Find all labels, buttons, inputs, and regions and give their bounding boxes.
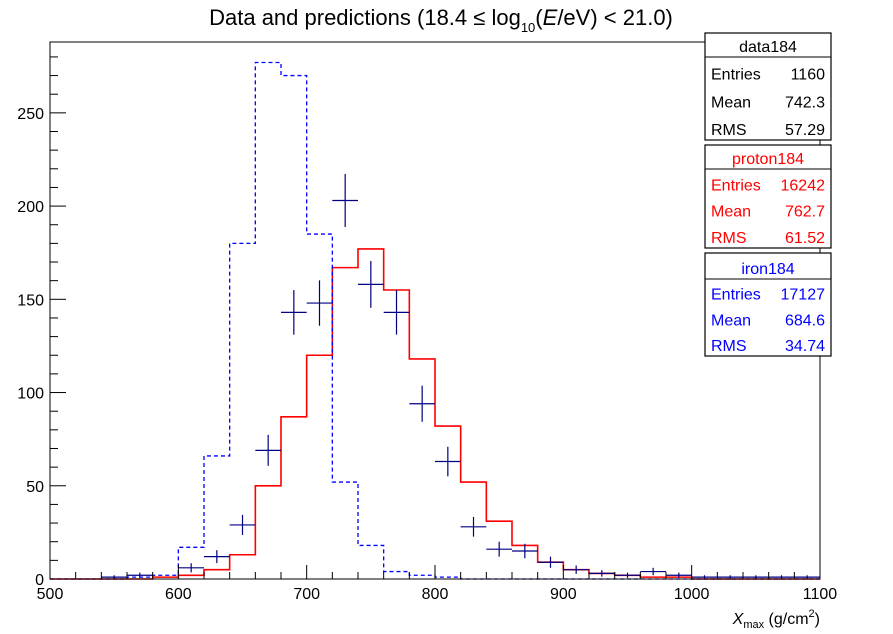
y-tick-label: 50 [26, 479, 44, 496]
data-point [255, 434, 281, 466]
data-point [178, 563, 204, 573]
data-point [512, 543, 538, 559]
y-tick-label: 200 [17, 199, 44, 216]
stats-label-rms: RMS [711, 122, 747, 139]
data-point [768, 575, 795, 579]
stats-value-mean: 762.7 [785, 204, 825, 221]
data-point [204, 550, 230, 564]
data-point [332, 173, 358, 228]
stats-value-mean: 742.3 [785, 94, 825, 111]
data-point [537, 556, 564, 568]
title-text: Data and predictions (18.4 ≤ log10(E/eV)… [209, 5, 673, 35]
stats-box-proton184: proton184 Entries 16242 Mean 762.7 RMS 61.52 [704, 144, 832, 249]
x-tick-label: 1000 [674, 586, 710, 603]
stats-label-rms: RMS [711, 230, 747, 247]
stats-label-entries: Entries [711, 177, 761, 194]
stats-value-rms: 34.74 [785, 338, 825, 355]
x-tick-label: 800 [422, 586, 449, 603]
x-tick-label: 500 [37, 586, 64, 603]
stats-value-rms: 57.29 [785, 122, 825, 139]
y-tick-label: 100 [17, 386, 44, 403]
data-point [563, 565, 589, 574]
stats-box-name: proton184 [732, 151, 804, 168]
y-tick-label: 150 [17, 292, 44, 309]
stats-value-rms: 61.52 [785, 230, 825, 247]
x-tick-label: 900 [550, 586, 577, 603]
stats-value-entries: 17127 [781, 287, 826, 304]
data-point [101, 575, 127, 579]
y-tick-label: 0 [35, 572, 44, 589]
chart-title: Data and predictions (18.4 ≤ log10(E/eV)… [209, 5, 673, 35]
stats-label-mean: Mean [711, 94, 751, 111]
stats-label-entries: Entries [711, 67, 761, 84]
stats-box-name: iron184 [741, 261, 794, 278]
stats-value-entries: 1160 [791, 67, 826, 84]
stats-box-data184: data184 Entries 1160 Mean 742.3 RMS 57.29 [704, 32, 832, 141]
data-point [743, 575, 769, 579]
stats-label-entries: Entries [711, 287, 761, 304]
data-point [281, 290, 307, 335]
stats-box-iron184: iron184 Entries 17127 Mean 684.6 RMS 34.74 [704, 252, 832, 357]
data-point [460, 516, 487, 537]
data-point [383, 290, 410, 335]
data-point [794, 575, 820, 579]
data-point [589, 570, 615, 577]
data-point [614, 572, 641, 578]
axes: 500 600 700 800 900 1000 1100 0 50 100 150 200 250 [17, 41, 838, 603]
data-point [409, 385, 435, 422]
data-point [127, 572, 153, 578]
data-point [358, 260, 384, 308]
stats-legend: data184 Entries 1160 Mean 742.3 RMS 57.29 proto… [704, 32, 832, 357]
data-point [486, 541, 512, 557]
data-point [306, 280, 333, 326]
stats-label-rms: RMS [711, 338, 747, 355]
x-axis-title: Xmax (g/cm2) [732, 608, 820, 631]
x-tick-label: 600 [165, 586, 192, 603]
stats-label-mean: Mean [711, 312, 751, 329]
x-tick-label: 1100 [803, 586, 838, 603]
data-point [640, 567, 666, 576]
y-tick-label: 250 [17, 106, 44, 123]
stats-value-mean: 684.6 [785, 312, 825, 329]
data-point [229, 514, 256, 535]
stats-box-frame [704, 144, 832, 249]
stats-box-frame [704, 252, 832, 357]
data-point [717, 575, 743, 579]
data-point [666, 572, 692, 578]
x-tick-label: 700 [293, 586, 320, 603]
data-point [691, 575, 718, 579]
stats-label-mean: Mean [711, 204, 751, 221]
stats-box-frame [704, 32, 832, 141]
stats-box-name: data184 [739, 39, 797, 56]
data-point [435, 446, 461, 477]
x-axis-label: Xmax (g/cm2) [732, 608, 820, 631]
stats-value-entries: 16242 [781, 177, 826, 194]
